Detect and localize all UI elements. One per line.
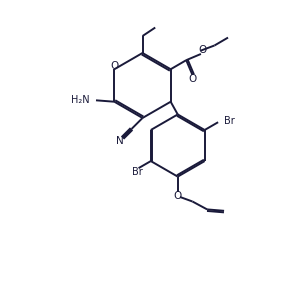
Text: O: O	[198, 45, 206, 55]
Text: Br: Br	[132, 167, 143, 178]
Text: O: O	[174, 191, 182, 201]
Text: N: N	[116, 136, 124, 146]
Text: O: O	[110, 61, 118, 71]
Text: O: O	[188, 74, 197, 84]
Text: H₂N: H₂N	[71, 95, 90, 105]
Text: Br: Br	[224, 116, 235, 126]
